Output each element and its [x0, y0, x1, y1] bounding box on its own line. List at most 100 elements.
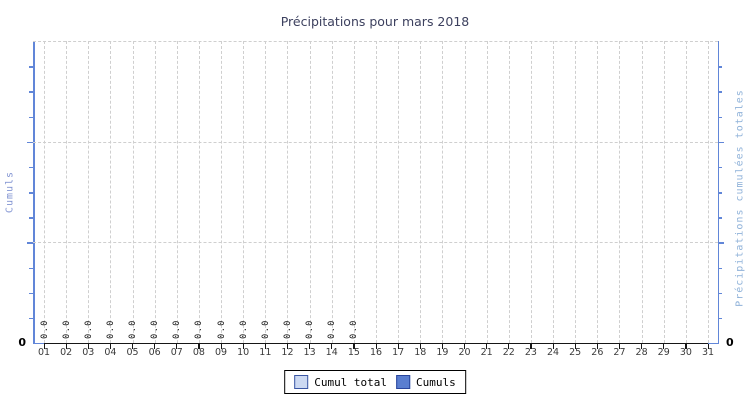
x-tick-label: 01 — [37, 347, 51, 358]
left-y-tick — [27, 242, 33, 244]
v-gridline — [331, 41, 333, 343]
x-tick — [486, 344, 488, 349]
x-tick — [419, 344, 421, 349]
point-value-label: 0.0 — [238, 319, 249, 339]
left-y-axis-line — [33, 41, 35, 343]
point-value-label: 0.0 — [349, 319, 360, 339]
x-tick — [618, 344, 621, 349]
x-tick — [397, 344, 399, 349]
right-y-tick — [717, 317, 722, 320]
legend-label: Cumuls — [416, 375, 456, 389]
left-y-tick — [29, 91, 33, 93]
left-y-tick — [27, 141, 33, 144]
x-tick — [331, 344, 333, 349]
point-value-label: 0.0 — [150, 319, 161, 339]
x-tick — [198, 344, 200, 349]
legend-swatch-icon — [294, 375, 309, 389]
v-gridline — [398, 41, 400, 343]
x-axis-right-foot — [708, 342, 719, 345]
x-tick-label: 29 — [657, 347, 670, 358]
x-tick — [663, 344, 665, 349]
v-gridline — [663, 41, 665, 343]
x-tick — [176, 344, 178, 349]
legend-label: Cumul total — [314, 375, 388, 389]
x-tick — [286, 344, 289, 349]
v-gridline — [243, 41, 245, 343]
x-tick-label: 27 — [613, 347, 626, 358]
v-gridline — [575, 41, 577, 343]
v-gridline — [486, 41, 488, 343]
x-tick — [375, 344, 377, 349]
h-gridline — [33, 242, 718, 244]
left-y-tick — [29, 166, 33, 169]
x-tick-label: 28 — [635, 347, 648, 358]
x-tick-label: 15 — [347, 347, 360, 358]
x-tick — [441, 344, 444, 349]
x-axis-left-foot — [33, 342, 44, 345]
x-tick — [87, 344, 89, 349]
v-gridline — [110, 41, 112, 343]
v-gridline — [685, 41, 687, 343]
point-value-label: 0.0 — [194, 319, 205, 339]
v-gridline — [154, 41, 156, 343]
x-axis-line — [33, 342, 719, 345]
x-tick-label: 10 — [237, 347, 250, 358]
left-y-tick — [29, 217, 33, 219]
x-tick-label: 12 — [281, 347, 294, 358]
v-gridline — [88, 41, 90, 343]
x-tick — [641, 344, 643, 349]
x-tick — [132, 344, 134, 349]
x-tick-label: 03 — [82, 347, 95, 358]
right-y-tick — [717, 217, 722, 219]
left-y-tick — [29, 267, 33, 269]
left-y-tick — [29, 116, 33, 118]
point-value-label: 0.0 — [172, 319, 183, 339]
x-tick-label: 20 — [458, 347, 471, 358]
x-tick-label: 17 — [392, 347, 405, 358]
v-gridline — [309, 41, 311, 343]
x-tick-label: 31 — [701, 347, 715, 358]
v-gridline — [132, 41, 134, 343]
x-tick-label: 08 — [192, 347, 205, 358]
left-y-tick — [29, 292, 33, 295]
x-tick-label: 13 — [303, 347, 316, 358]
x-tick-label: 09 — [215, 347, 228, 358]
v-gridline — [376, 41, 377, 343]
left-axis-title: Cumuls — [4, 170, 16, 214]
v-gridline — [464, 41, 466, 343]
v-gridline — [265, 41, 267, 343]
x-tick-label: 14 — [325, 347, 338, 358]
legend-swatch-icon — [396, 375, 411, 389]
x-tick-label: 04 — [104, 347, 117, 358]
x-tick — [353, 344, 355, 349]
x-tick-label: 21 — [480, 347, 493, 358]
x-tick — [464, 344, 466, 349]
x-tick — [220, 344, 222, 349]
chart-title: Précipitations pour mars 2018 — [280, 14, 470, 29]
h-gridline — [33, 141, 718, 143]
v-gridline — [530, 41, 532, 343]
legend-item: Cumuls — [396, 375, 456, 389]
x-tick — [43, 344, 45, 349]
x-tick — [309, 344, 311, 349]
point-value-label: 0.0 — [105, 319, 116, 339]
x-tick-label: 11 — [259, 347, 272, 358]
x-tick — [574, 344, 576, 349]
point-value-label: 0.0 — [282, 319, 293, 339]
v-gridline — [553, 41, 555, 343]
v-gridline — [619, 41, 621, 343]
v-gridline — [198, 41, 200, 343]
x-tick — [552, 344, 554, 349]
x-tick-label: 07 — [170, 347, 183, 358]
x-tick — [508, 344, 510, 349]
x-tick-label: 02 — [60, 347, 73, 358]
x-tick — [596, 344, 599, 349]
right-y-tick — [717, 242, 724, 244]
x-tick — [65, 344, 67, 349]
x-tick-label: 19 — [436, 347, 449, 358]
right-y-tick — [717, 116, 722, 118]
x-tick-label: 06 — [148, 347, 161, 358]
left-y-tick — [29, 192, 33, 194]
x-tick — [264, 344, 267, 349]
